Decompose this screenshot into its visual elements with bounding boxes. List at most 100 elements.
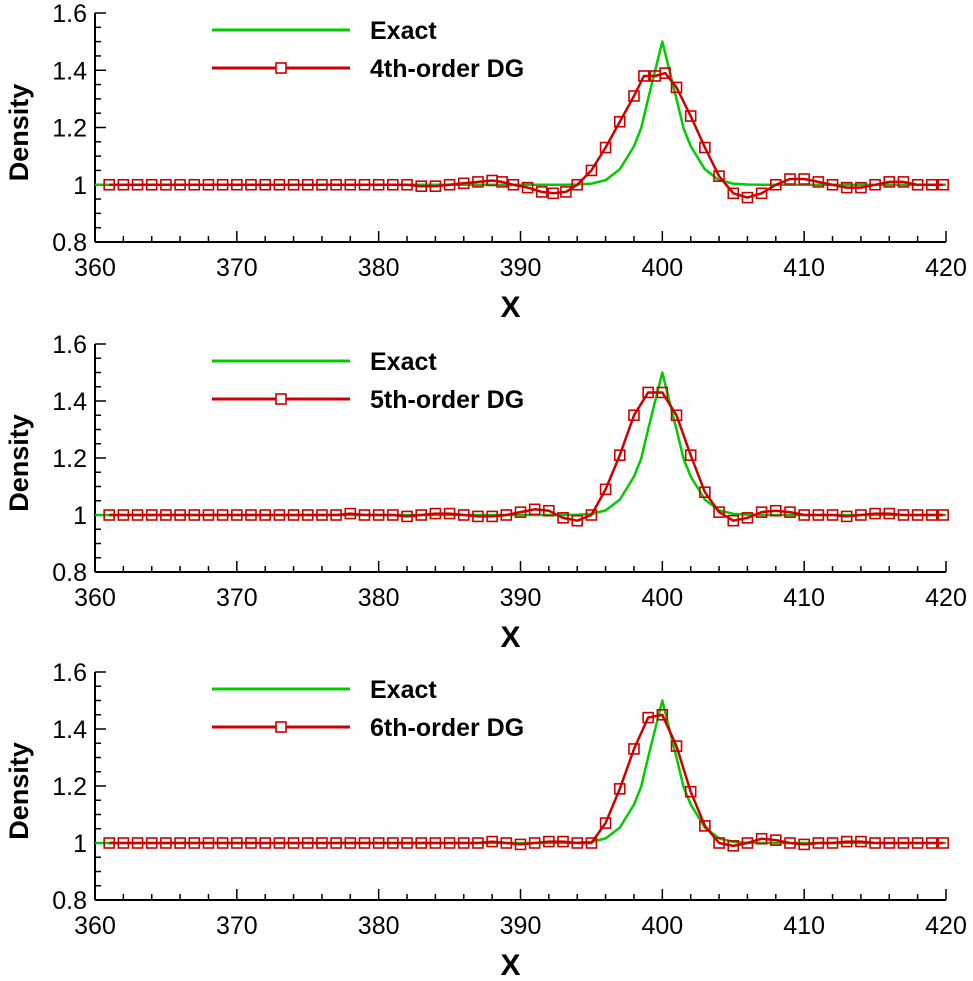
series-dg-marker	[840, 835, 853, 848]
series-dg-marker	[535, 186, 548, 198]
series-dg-marker	[826, 178, 839, 191]
series-dg-marker	[415, 509, 428, 521]
series-dg-marker	[557, 512, 569, 524]
series-dg-marker	[784, 837, 796, 849]
x-tick-label: 370	[216, 912, 258, 940]
series-dg-marker	[174, 837, 186, 849]
series-dg-marker	[798, 838, 810, 851]
series-dg-marker	[855, 509, 867, 521]
y-tick-label: 0.8	[52, 229, 87, 257]
series-dg-marker	[911, 509, 924, 521]
series-dg-marker	[103, 509, 115, 521]
y-tick-label: 1.6	[52, 0, 87, 28]
y-tick-label: 1	[73, 502, 87, 530]
series-dg-marker	[472, 510, 484, 523]
series-dg-marker	[131, 178, 144, 191]
y-tick-label: 1.2	[52, 115, 87, 143]
x-tick-label: 410	[783, 254, 825, 282]
chart-panel-2: 360 370 380 390 400 410 420 0.8 1 1.2 1.4 1.6 X Densi…	[4, 331, 967, 654]
series-dg-marker	[571, 514, 584, 527]
x-tick-label: 420	[925, 584, 967, 612]
series-dg-marker	[670, 409, 683, 422]
series-dg-marker	[287, 178, 300, 191]
series-dg-marker	[769, 504, 782, 517]
series-dg-marker	[727, 514, 740, 527]
series-dg-marker	[514, 838, 527, 851]
series-dg-marker	[507, 178, 520, 191]
series-dg-marker	[557, 835, 569, 848]
series-dg-marker	[937, 178, 949, 191]
series-dg-marker	[330, 509, 342, 521]
series-dg-marker	[713, 837, 725, 849]
series-dg-marker	[117, 509, 130, 521]
series-dg-marker	[117, 178, 130, 191]
series-dg-marker	[926, 837, 938, 849]
series-dg-marker	[457, 509, 470, 521]
legend-dg-marker	[275, 62, 287, 74]
series-dg-marker	[897, 509, 910, 521]
series-dg-marker	[798, 173, 810, 185]
series-dg-marker	[103, 837, 115, 849]
series-dg-marker	[344, 837, 357, 849]
series-dg-marker	[528, 837, 541, 849]
x-tick-label: 390	[500, 254, 542, 282]
x-tick-label: 420	[925, 912, 967, 940]
series-dg-marker	[638, 70, 650, 82]
series-dg-marker	[741, 191, 754, 204]
series-dg-marker	[287, 509, 300, 521]
series-dg-marker	[259, 509, 272, 521]
series-dg-marker	[259, 837, 272, 849]
series-dg-marker	[670, 740, 683, 752]
y-axis-title: Density	[4, 414, 34, 512]
x-tick-label: 380	[358, 254, 400, 282]
series-dg-marker	[316, 509, 328, 521]
x-tick-label: 420	[925, 254, 967, 282]
series-dg-marker	[117, 837, 130, 849]
series-dg-marker	[174, 509, 186, 521]
series-dg-marker	[443, 837, 456, 849]
x-tick-label: 390	[500, 584, 542, 612]
series-dg-marker	[145, 509, 158, 521]
series-dg-marker	[245, 509, 257, 521]
chart-panel-1: 360 370 380 390 400 410 420 0.8 1 1.2 1.4 1.6 X Densi…	[4, 0, 967, 324]
x-tick-label: 360	[74, 912, 116, 940]
x-tick-label: 400	[641, 584, 683, 612]
series-dg-marker	[443, 178, 456, 191]
series-dg-marker	[387, 509, 399, 521]
x-tick-label: 410	[783, 584, 825, 612]
series-dg-marker	[202, 509, 215, 521]
series-dg-marker	[429, 507, 442, 520]
y-tick-label: 1.4	[52, 716, 87, 744]
series-dg-marker	[684, 785, 697, 798]
series-dg-marker	[798, 509, 810, 521]
series-exact-line	[95, 40, 946, 187]
series-dg-marker	[883, 176, 896, 188]
x-tick-label: 370	[216, 584, 258, 612]
series-dg-marker	[188, 837, 201, 849]
series-dg-marker	[273, 509, 286, 521]
y-tick-label: 1.2	[52, 445, 87, 473]
x-tick-label: 360	[74, 584, 116, 612]
series-dg-marker	[926, 178, 938, 191]
series-dg-marker	[486, 835, 498, 848]
series-dg-marker	[926, 509, 938, 521]
series-dg-marker	[145, 178, 158, 191]
x-tick-label: 410	[783, 912, 825, 940]
series-dg-marker	[628, 409, 640, 422]
series-dg-marker	[659, 67, 671, 79]
series-dg-line	[109, 713, 944, 848]
series-dg-marker	[547, 187, 559, 200]
series-dg-marker	[755, 187, 768, 200]
series-dg-marker	[769, 178, 782, 191]
series-dg-marker	[869, 507, 881, 520]
series-dg-marker	[330, 178, 342, 191]
series-dg-marker	[585, 837, 598, 849]
x-axis-title: X	[500, 949, 520, 981]
series-dg-marker	[883, 507, 896, 520]
series-dg-marker	[387, 178, 399, 191]
series-dg-marker	[387, 837, 399, 849]
series-dg-marker	[812, 176, 825, 188]
series-dg-marker	[840, 181, 853, 194]
series-dg-marker	[457, 177, 470, 190]
series-dg-marker	[245, 837, 257, 849]
